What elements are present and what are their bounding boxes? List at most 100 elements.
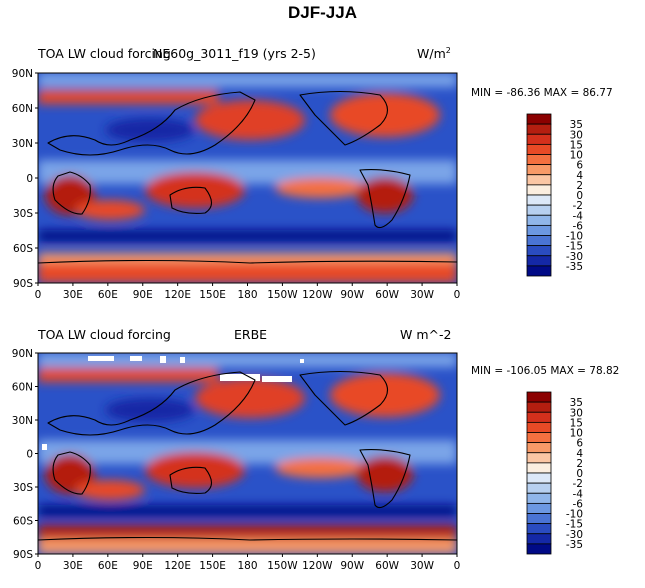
panel2-lat-label: 60N — [12, 382, 33, 394]
panel2-colorbar-swatch — [526, 452, 552, 464]
panel1-colorbar-swatch — [526, 184, 552, 196]
panel2-lon-label: 0 — [35, 560, 42, 572]
panel2-colorbar-swatch — [526, 462, 552, 474]
panel2-min-max: MIN = -106.05 MAX = 78.82 — [471, 365, 620, 377]
panel2-lon-label: 120E — [164, 560, 191, 572]
panel2-lat-label: 30S — [13, 482, 33, 494]
panel2-lon-label: 0 — [454, 560, 461, 572]
panel1-lon-label: 90W — [340, 289, 364, 301]
main-title: DJF-JJA — [288, 3, 357, 22]
panel1-colorbar-swatch — [526, 255, 552, 267]
panel1-colorbar-label: -35 — [566, 261, 583, 273]
panel1-colorbar-swatch — [526, 174, 552, 186]
panel1-colorbar-swatch — [526, 154, 552, 166]
panel2-lon-label: 60E — [98, 560, 118, 572]
panel1-colorbar-label: 15 — [570, 139, 583, 151]
panel2-colorbar-label: -15 — [566, 519, 583, 531]
panel2-lon-label: 90W — [340, 560, 364, 572]
panel2-colorbar-swatch — [526, 391, 552, 403]
panel2-lon-label: 180 — [237, 560, 257, 572]
panel1-lat-label: 60N — [12, 103, 33, 115]
panel2-colorbar-swatch — [526, 513, 552, 525]
panel2-colorbar-label: 4 — [576, 448, 583, 460]
panel2-colorbar-swatch — [526, 421, 552, 433]
panel2-colorbar-swatch — [526, 472, 552, 484]
panel1-colorbar-label: 0 — [576, 190, 583, 202]
panel2-lon-label: 150E — [199, 560, 226, 572]
panel1-colorbar-swatch — [526, 214, 552, 226]
panel2-colorbar-swatch — [526, 432, 552, 444]
panel1-lon-label: 120W — [302, 289, 333, 301]
panel1-colorbar-swatch — [526, 133, 552, 145]
panel2-lon-label: 120W — [302, 560, 333, 572]
panel2-lon-label: 30W — [410, 560, 434, 572]
panel1-lon-label: 0 — [454, 289, 461, 301]
panel1-colorbar-label: -30 — [566, 251, 583, 263]
panel1-lon-label: 0 — [35, 289, 42, 301]
panel2-colorbar-label: -4 — [573, 488, 584, 500]
panel1-colorbar-label: 35 — [570, 119, 583, 131]
panel2-lon-label: 30E — [63, 560, 83, 572]
panel2-colorbar-label: -2 — [573, 478, 583, 490]
panel2-colorbar-swatch — [526, 482, 552, 494]
panel1-colorbar-swatch — [526, 194, 552, 206]
panel1-colorbar-swatch — [526, 265, 552, 277]
panel2-colorbar-label: -35 — [566, 539, 583, 551]
panel1-lon-label: 60E — [98, 289, 118, 301]
panel1-colorbar-label: 6 — [576, 160, 583, 172]
panel2-lat-label: 0 — [26, 449, 33, 461]
panel1-colorbar-swatch — [526, 204, 552, 216]
panel1-map — [37, 72, 458, 284]
panel1-lon-label: 60W — [375, 289, 399, 301]
panel2-map — [37, 352, 458, 555]
panel1-colorbar-swatch — [526, 123, 552, 135]
panel2-lat-label: 30N — [12, 415, 33, 427]
panel1-colorbar-label: -2 — [573, 200, 583, 212]
panel1-lat-label: 0 — [26, 173, 33, 185]
panel1-lat-label: 30N — [12, 138, 33, 150]
panel1-center-title: NE60g_3011_f19 (yrs 2-5) — [153, 46, 316, 61]
panel2-lon-label: 90E — [133, 560, 153, 572]
panel1-colorbar-swatch — [526, 245, 552, 257]
panel2-lon-label: 150W — [267, 560, 298, 572]
panel2-colorbar-swatch — [526, 533, 552, 545]
panel1-colorbar-label: -4 — [573, 210, 584, 222]
panel2-colorbar-label: 2 — [576, 458, 583, 470]
panel1-colorbar-swatch — [526, 224, 552, 236]
panel1-colorbar-label: -6 — [573, 220, 584, 232]
panel2-colorbar-swatch — [526, 523, 552, 535]
panel1-colorbar-label: 4 — [576, 170, 583, 182]
panel1-lat-label: 60S — [13, 243, 33, 255]
panel2-colorbar-label: 6 — [576, 438, 583, 450]
panel1-lon-label: 30E — [63, 289, 83, 301]
panel1-lat-label: 90N — [12, 68, 33, 80]
panel2-colorbar-label: 35 — [570, 397, 583, 409]
panel2-center-title: ERBE — [234, 327, 268, 342]
panel1-lon-label: 150E — [199, 289, 226, 301]
panel2-colorbar-swatch — [526, 442, 552, 454]
panel2-lat-label: 60S — [13, 516, 33, 528]
panel2-colorbar-label: 30 — [570, 407, 583, 419]
panel2-colorbar-label: 15 — [570, 417, 583, 429]
panel1-colorbar-label: 30 — [570, 129, 583, 141]
panel1-lon-label: 150W — [267, 289, 298, 301]
panel1-lon-label: 180 — [237, 289, 257, 301]
panel1-lon-label: 120E — [164, 289, 191, 301]
panel1-units: W/m2 — [417, 46, 451, 62]
panel1-colorbar-swatch — [526, 143, 552, 155]
panel1-colorbar-label: 10 — [570, 150, 583, 162]
panel1-lat-label: 90S — [13, 278, 33, 290]
panel2-colorbar-label: 0 — [576, 468, 583, 480]
panel1-lat-label: 30S — [13, 208, 33, 220]
panel2-colorbar-swatch — [526, 492, 552, 504]
panel1-left-title: TOA LW cloud forcing — [38, 46, 171, 61]
panel2-colorbar-swatch — [526, 502, 552, 514]
panel1-colorbar-swatch — [526, 164, 552, 176]
panel1-min-max: MIN = -86.36 MAX = 86.77 — [471, 87, 613, 99]
panel2-colorbar-swatch — [526, 411, 552, 423]
panel2-colorbar-label: -10 — [566, 509, 583, 521]
panel2-lat-label: 90N — [12, 348, 33, 360]
panel2-colorbar-label: -30 — [566, 529, 583, 541]
panel2-lat-label: 90S — [13, 549, 33, 561]
